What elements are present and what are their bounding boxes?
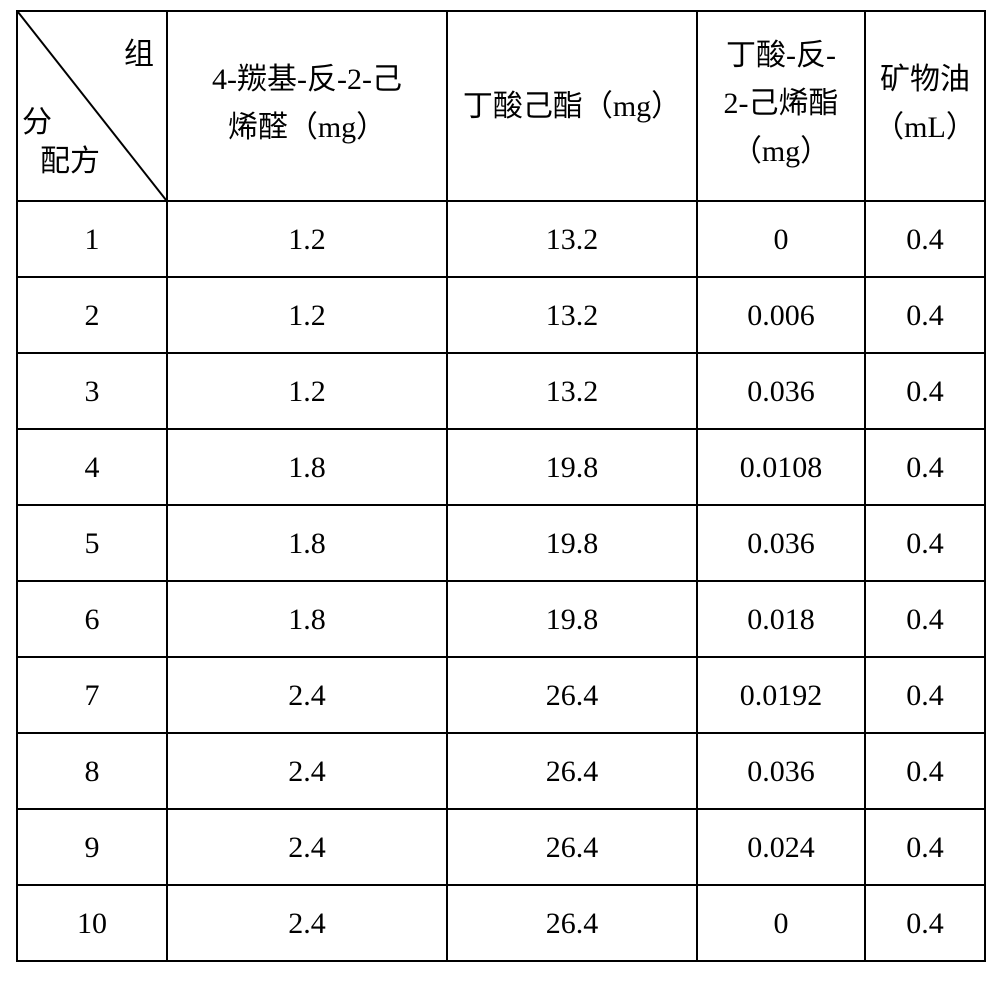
- table-cell: 0.4: [865, 733, 985, 809]
- table-cell: 5: [17, 505, 167, 581]
- table-cell: 0.4: [865, 657, 985, 733]
- table-cell: 8: [17, 733, 167, 809]
- table-cell: 1.8: [167, 581, 447, 657]
- table-row: 51.819.80.0360.4: [17, 505, 985, 581]
- table-row: 31.213.20.0360.4: [17, 353, 985, 429]
- table-row: 72.426.40.01920.4: [17, 657, 985, 733]
- table-cell: 0.4: [865, 581, 985, 657]
- header-col-2: 4-羰基-反-2-己 烯醛（mg）: [167, 11, 447, 201]
- table-cell: 2.4: [167, 657, 447, 733]
- header-col-4-line2: 2-己烯酯: [724, 87, 839, 120]
- formulation-table: 组 分 配方 4-羰基-反-2-己 烯醛（mg） 丁酸己酯（mg） 丁酸-反- …: [16, 10, 986, 962]
- table-cell: 13.2: [447, 277, 697, 353]
- header-col-2-line2: 烯醛（mg）: [228, 111, 386, 144]
- table-cell: 0.4: [865, 201, 985, 277]
- header-col-5: 矿物油 （mL）: [865, 11, 985, 201]
- table-cell: 3: [17, 353, 167, 429]
- table-cell: 10: [17, 885, 167, 961]
- table-cell: 19.8: [447, 581, 697, 657]
- header-corner: 组 分 配方: [17, 11, 167, 201]
- table-cell: 6: [17, 581, 167, 657]
- table-cell: 26.4: [447, 885, 697, 961]
- header-row: 组 分 配方 4-羰基-反-2-己 烯醛（mg） 丁酸己酯（mg） 丁酸-反- …: [17, 11, 985, 201]
- table-body: 11.213.200.421.213.20.0060.431.213.20.03…: [17, 201, 985, 961]
- table-cell: 19.8: [447, 505, 697, 581]
- table-cell: 26.4: [447, 657, 697, 733]
- header-col-4-line3: （mg）: [732, 135, 830, 168]
- table-cell: 4: [17, 429, 167, 505]
- table-cell: 1: [17, 201, 167, 277]
- header-col-4-line1: 丁酸-反-: [726, 39, 836, 72]
- table-cell: 0: [697, 201, 865, 277]
- table-row: 92.426.40.0240.4: [17, 809, 985, 885]
- table-cell: 0.018: [697, 581, 865, 657]
- header-col-2-line1: 4-羰基-反-2-己: [212, 63, 402, 96]
- corner-bot-label: 配方: [40, 133, 100, 190]
- table-cell: 2.4: [167, 885, 447, 961]
- table-cell: 2.4: [167, 809, 447, 885]
- table-cell: 26.4: [447, 809, 697, 885]
- table-cell: 0.4: [865, 505, 985, 581]
- table-cell: 0: [697, 885, 865, 961]
- table-cell: 0.4: [865, 809, 985, 885]
- header-col-3-label: 丁酸己酯（mg）: [463, 90, 681, 123]
- table-row: 61.819.80.0180.4: [17, 581, 985, 657]
- header-col-5-line2: （mL）: [874, 111, 976, 144]
- table-cell: 7: [17, 657, 167, 733]
- header-col-4: 丁酸-反- 2-己烯酯 （mg）: [697, 11, 865, 201]
- header-col-3: 丁酸己酯（mg）: [447, 11, 697, 201]
- table-cell: 9: [17, 809, 167, 885]
- table-cell: 0.4: [865, 429, 985, 505]
- table-cell: 1.2: [167, 201, 447, 277]
- table-cell: 26.4: [447, 733, 697, 809]
- table-cell: 1.8: [167, 505, 447, 581]
- table-cell: 2: [17, 277, 167, 353]
- table-cell: 13.2: [447, 201, 697, 277]
- table-cell: 0.0192: [697, 657, 865, 733]
- table-cell: 0.4: [865, 277, 985, 353]
- table-cell: 0.036: [697, 505, 865, 581]
- table-cell: 0.4: [865, 885, 985, 961]
- table-cell: 0.006: [697, 277, 865, 353]
- table-row: 21.213.20.0060.4: [17, 277, 985, 353]
- table-cell: 19.8: [447, 429, 697, 505]
- table-cell: 0.4: [865, 353, 985, 429]
- table-row: 82.426.40.0360.4: [17, 733, 985, 809]
- table-cell: 1.2: [167, 353, 447, 429]
- table-cell: 0.0108: [697, 429, 865, 505]
- header-col-5-line1: 矿物油: [880, 63, 970, 96]
- table-row: 41.819.80.01080.4: [17, 429, 985, 505]
- table-row: 102.426.400.4: [17, 885, 985, 961]
- table-cell: 0.036: [697, 353, 865, 429]
- table-cell: 1.8: [167, 429, 447, 505]
- table-cell: 1.2: [167, 277, 447, 353]
- table-row: 11.213.200.4: [17, 201, 985, 277]
- table-cell: 2.4: [167, 733, 447, 809]
- table-cell: 0.024: [697, 809, 865, 885]
- table-cell: 13.2: [447, 353, 697, 429]
- corner-top-label: 组: [124, 26, 154, 83]
- table-cell: 0.036: [697, 733, 865, 809]
